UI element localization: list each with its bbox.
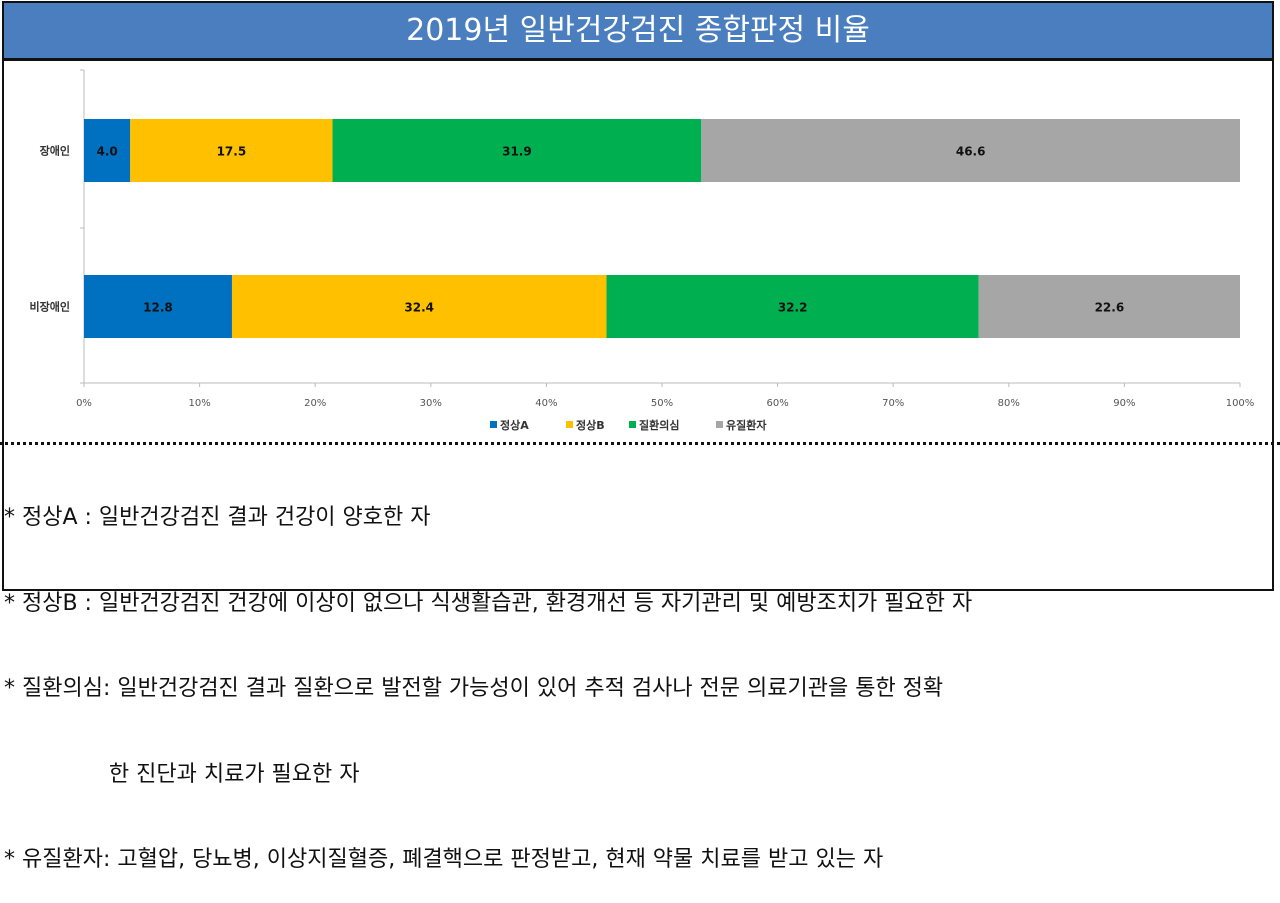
bar-segment bbox=[332, 119, 702, 182]
x-tick-label: 10% bbox=[188, 398, 210, 409]
note-4: * 유질환자: 고혈압, 당뇨병, 이상지질혈증, 폐결핵으로 판정받고, 현재… bbox=[4, 847, 884, 872]
bar-segment bbox=[231, 275, 607, 338]
note-1: * 정상A : 일반건강검진 결과 건강이 양호한 자 bbox=[4, 505, 431, 530]
data-label: 12.8 bbox=[143, 301, 173, 315]
data-label: 31.9 bbox=[502, 145, 532, 159]
title-bar: 2019년 일반건강검진 종합판정 비율 bbox=[4, 3, 1272, 61]
x-tick-label: 70% bbox=[882, 398, 904, 409]
legend-swatch bbox=[716, 421, 723, 428]
x-tick-label: 30% bbox=[420, 398, 442, 409]
legend-label: 정상A bbox=[500, 418, 529, 432]
legend-label: 정상B bbox=[576, 418, 605, 432]
data-label: 17.5 bbox=[217, 145, 247, 159]
legend-swatch bbox=[566, 421, 573, 428]
category-label: 비장애인 bbox=[30, 300, 70, 314]
bar-segment bbox=[130, 119, 333, 182]
stacked-bar-chart: 장애인 4.0 17.5 31.9 46.6 비장애인 12.8 32.4 32.2 22.6 0%… bbox=[30, 69, 1255, 432]
legend-swatch bbox=[629, 421, 636, 428]
divider bbox=[0, 442, 1280, 445]
bar-segment bbox=[84, 275, 232, 338]
slide-frame: 2019년 일반건강검진 종합판정 비율 bbox=[2, 1, 1274, 591]
x-tick-label: 90% bbox=[1113, 398, 1135, 409]
x-tick-label: 80% bbox=[998, 398, 1020, 409]
data-label: 4.0 bbox=[96, 145, 117, 159]
note-3-cont: 한 진단과 치료가 필요한 자 bbox=[4, 761, 360, 787]
bar-segment bbox=[606, 275, 979, 338]
legend-label: 유질환자 bbox=[726, 418, 767, 432]
data-label: 22.6 bbox=[1095, 301, 1125, 315]
footnotes: * 정상A : 일반건강검진 결과 건강이 양호한 자 * 정상B : 일반건강… bbox=[4, 447, 972, 903]
legend-swatch bbox=[490, 421, 497, 428]
data-label: 32.4 bbox=[404, 301, 434, 315]
x-tick-label: 50% bbox=[651, 398, 673, 409]
bar-segment bbox=[978, 275, 1240, 338]
x-tick-label: 40% bbox=[535, 398, 557, 409]
bar-segment bbox=[701, 119, 1240, 182]
bar-segment bbox=[84, 119, 131, 182]
x-tick-label: 20% bbox=[304, 398, 326, 409]
category-label: 장애인 bbox=[40, 144, 70, 158]
data-label: 32.2 bbox=[778, 301, 808, 315]
data-label: 46.6 bbox=[956, 145, 986, 159]
note-2: * 정상B : 일반건강검진 건강에 이상이 없으나 식생활습관, 환경개선 등… bbox=[4, 590, 973, 616]
x-tick-label: 100% bbox=[1226, 398, 1255, 409]
legend-label: 질환의심 bbox=[639, 418, 679, 432]
x-tick-label: 60% bbox=[766, 398, 788, 409]
x-tick-label: 0% bbox=[76, 398, 92, 409]
note-3: * 질환의심: 일반건강검진 결과 질환으로 발전할 가능성이 있어 추적 검사… bbox=[4, 676, 944, 701]
